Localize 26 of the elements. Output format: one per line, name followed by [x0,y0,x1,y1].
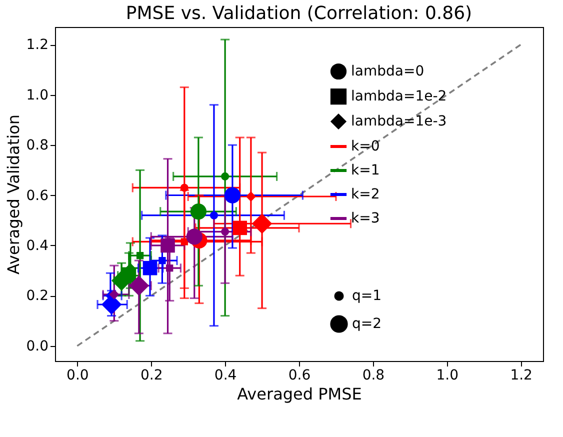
legend-label: lambda=1e-3 [351,114,447,130]
x-tick-label: 1.0 [436,368,459,384]
legend-label: lambda=0 [351,64,424,80]
x-tick-label: 0.8 [362,368,385,384]
y-tick-label: 0.6 [26,188,49,204]
x-tick-label: 1.2 [510,368,532,384]
legend-label: k=1 [351,162,380,178]
y-tick-label: 1.2 [26,37,48,54]
legend-label: k=0 [351,138,380,154]
x-axis-title: Averaged PMSE [237,384,362,404]
chart-title: PMSE vs. Validation (Correlation: 0.86) [126,3,472,24]
y-tick-label: 0.8 [26,138,48,154]
y-axis-title: Averaged Validation [4,114,24,274]
x-tick-label: 0.0 [66,368,89,384]
x-tick-label: 0.6 [288,368,311,384]
y-tick-label: 0.4 [26,238,49,254]
y-tick-label: 0.0 [26,338,48,354]
x-tick-label: 0.4 [214,368,237,384]
y-tick-label: 0.2 [26,288,48,304]
legend-label: k=2 [351,186,380,202]
legend-label: lambda=1e-2 [351,88,447,104]
x-tick-label: 0.2 [140,368,163,384]
y-tick-label: 1.0 [26,87,48,104]
legend-label: q=1 [352,288,382,304]
legend-label: q=2 [352,316,382,332]
legend-label: k=3 [351,210,380,226]
